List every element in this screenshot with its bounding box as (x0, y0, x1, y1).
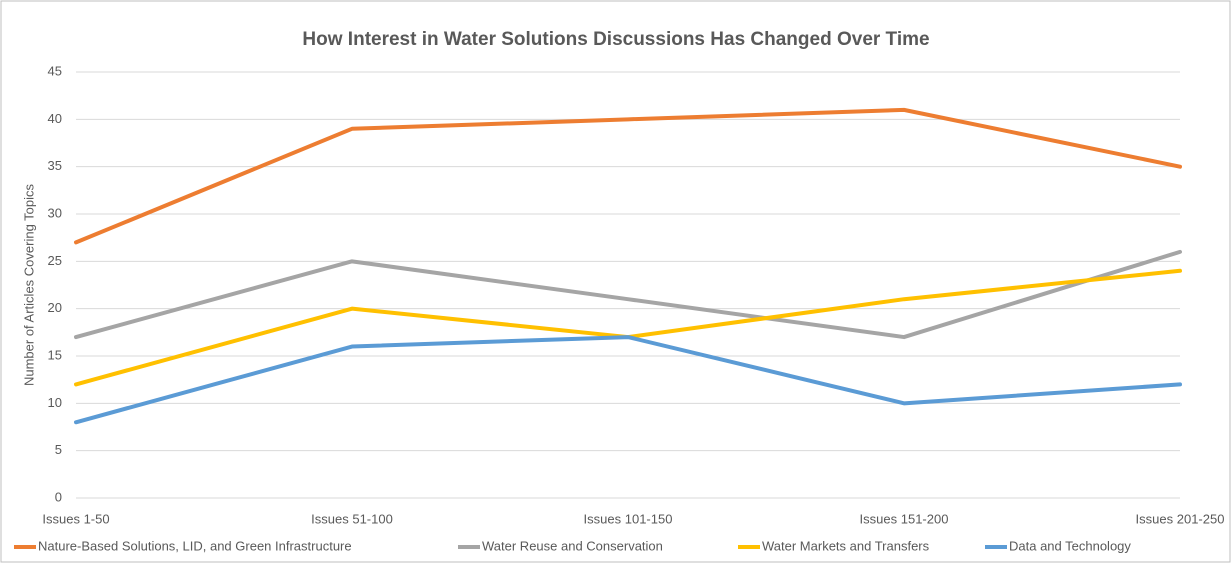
legend-label: Data and Technology (1009, 538, 1131, 553)
legend-label: Water Reuse and Conservation (482, 538, 663, 553)
legend-label: Nature-Based Solutions, LID, and Green I… (38, 538, 352, 553)
y-tick-label: 5 (55, 442, 62, 457)
x-tick-label: Issues 1-50 (42, 511, 109, 526)
y-tick-label: 40 (48, 111, 62, 126)
y-tick-label: 35 (48, 158, 62, 173)
y-axis-label: Number of Articles Covering Topics (21, 183, 36, 386)
series-line (74, 335, 1182, 425)
legend-label: Water Markets and Transfers (762, 538, 930, 553)
y-tick-label: 10 (48, 395, 62, 410)
y-tick-label: 20 (48, 300, 62, 315)
y-tick-label: 15 (48, 347, 62, 362)
x-tick-label: Issues 151-200 (860, 511, 949, 526)
series-line (74, 107, 1182, 245)
y-tick-label: 25 (48, 253, 62, 268)
series-line (74, 249, 1182, 340)
y-tick-label: 30 (48, 205, 62, 220)
x-tick-label: Issues 101-150 (584, 511, 673, 526)
chart-title: How Interest in Water Solutions Discussi… (302, 29, 929, 50)
y-tick-label: 0 (55, 489, 62, 504)
y-tick-label: 45 (48, 63, 62, 78)
x-tick-label: Issues 201-250 (1136, 511, 1225, 526)
x-tick-label: Issues 51-100 (311, 511, 393, 526)
